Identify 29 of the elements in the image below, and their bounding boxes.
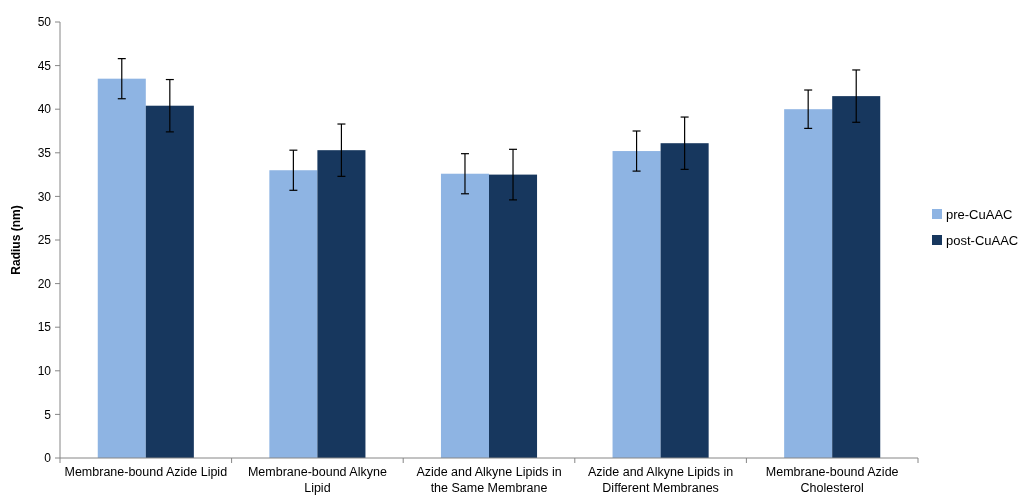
bar: [660, 143, 709, 458]
x-tick-label: Membrane-bound Azide Lipid: [64, 465, 228, 479]
y-tick-label: 50: [37, 15, 52, 30]
bar: [489, 174, 538, 458]
y-tick-label: 30: [37, 189, 52, 204]
bar: [269, 170, 318, 458]
y-tick-label: 40: [37, 102, 52, 117]
x-tick-label: Azide and Alkyne Lipids in the Same Membrane: [416, 465, 562, 495]
bar: [97, 78, 146, 458]
bar: [612, 151, 661, 458]
x-tick-label: Azide and Alkyne Lipids in Different Membranes: [587, 465, 734, 495]
legend-label: pre-CuAAC: [946, 206, 1013, 222]
bar: [784, 109, 833, 458]
y-tick-label: 45: [37, 58, 52, 73]
y-tick-label: 20: [37, 276, 52, 291]
bar: [440, 173, 489, 458]
y-tick-label: 5: [44, 407, 52, 422]
y-tick-label: 35: [37, 146, 52, 160]
y-tick-label: 25: [37, 233, 52, 248]
bar: [145, 105, 194, 458]
y-tick-label: 15: [37, 320, 52, 335]
bar: [317, 150, 366, 458]
y-tick-label: 10: [37, 364, 52, 378]
bar: [832, 96, 881, 458]
x-tick-label: Membrane-bound Alkyne Lipid: [247, 465, 387, 495]
x-tick-label: Membrane-bound Azide Cholesterol: [765, 465, 899, 495]
y-axis-title: Radius (nm): [9, 205, 23, 275]
legend-label: post-CuAAC: [946, 232, 1019, 248]
y-tick-label: 0: [44, 451, 52, 466]
